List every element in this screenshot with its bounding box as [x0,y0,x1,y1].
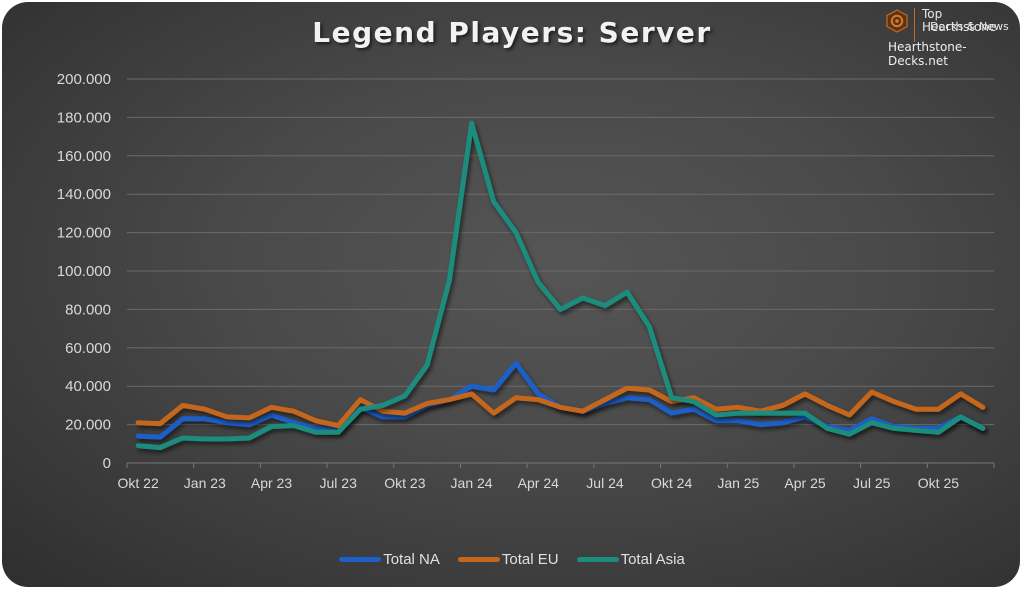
x-tick-label: Okt 23 [384,475,425,491]
y-tick-label: 200.000 [57,71,111,88]
x-tick-label: Apr 24 [518,475,559,491]
x-tick-label: Okt 25 [918,475,959,491]
x-tick-label: Jul 24 [586,475,624,491]
legend-item: Total Asia [576,551,685,568]
legend-swatch [576,557,619,562]
series-line-total-na [135,360,986,440]
y-tick-label: 140.000 [57,186,111,203]
legend-label: Total NA [383,551,440,568]
x-tick-label: Okt 22 [117,475,158,491]
brand-watermark: Top Hearthstone Decks & News Hearthstone… [884,6,1020,68]
brand-url: Hearthstone-Decks.net [888,40,967,68]
x-tick-label: Okt 24 [651,475,692,491]
brand-separator [914,8,915,42]
x-tick-label: Jan 23 [184,475,226,491]
brand-tagline-2: Decks & News [930,20,1009,33]
x-tick-label: Jan 25 [717,475,759,491]
y-tick-label: 120.000 [57,225,111,242]
series-line-total-asia [135,120,986,451]
y-tick-label: 180.000 [57,109,111,126]
brand-tagline-1: Top Hearthstone [922,7,997,34]
y-tick-label: 20.000 [65,417,111,434]
x-tick-label: Jul 23 [320,475,358,491]
legend-swatch [339,557,382,562]
legend-item: Total EU [457,551,559,568]
chart-legend: Total NA Total EU Total Asia [0,551,1024,568]
y-tick-label: 80.000 [65,301,111,318]
hearthstone-logo-icon [886,9,908,33]
series-line-total-eu [135,385,986,429]
y-tick-label: 60.000 [65,340,111,357]
legend-label: Total EU [501,551,559,568]
y-tick-label: 0 [103,455,111,472]
legend-label: Total Asia [620,551,685,568]
y-tick-label: 100.000 [57,263,111,280]
legend-swatch [457,557,500,562]
x-tick-label: Jul 25 [853,475,891,491]
x-tick-label: Apr 23 [251,475,292,491]
x-tick-label: Jan 24 [451,475,493,491]
y-tick-label: 160.000 [57,148,111,165]
legend-item: Total NA [339,551,440,568]
y-tick-label: 40.000 [65,378,111,395]
x-tick-label: Apr 25 [784,475,825,491]
chart-title: Legend Players: Server [312,16,712,49]
